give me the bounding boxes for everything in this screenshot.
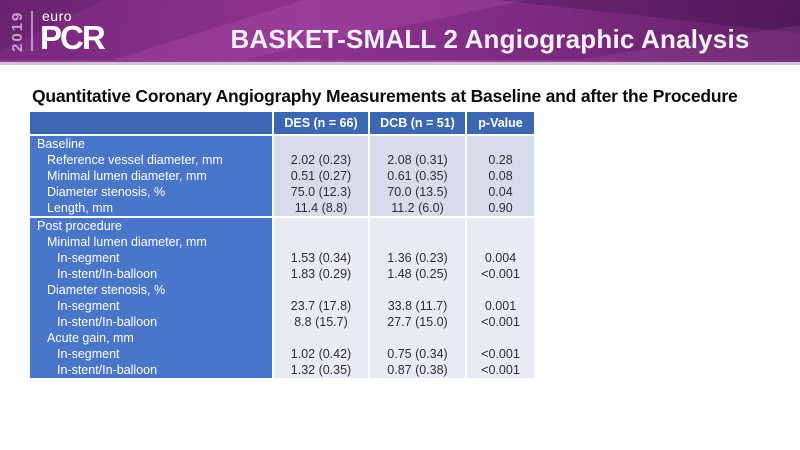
cell-value: 1.48 (0.25): [370, 266, 465, 282]
cell-value: [370, 330, 465, 346]
cell-value: [370, 282, 465, 298]
cell-value: 0.90: [467, 200, 534, 216]
europcr-logo: 2019 euro PCR: [9, 5, 106, 57]
logo-wordmark: euro PCR: [40, 7, 106, 56]
cell-value: 33.8 (11.7): [370, 298, 465, 314]
row-label: Acute gain, mm: [30, 330, 272, 346]
logo-pcr-text: PCR: [40, 18, 106, 56]
cell-value: [467, 234, 534, 250]
cell-value: 75.0 (12.3): [274, 184, 368, 200]
cell-value: <0.001: [467, 346, 534, 362]
row-label: In-segment: [30, 250, 272, 266]
row-label: In-stent/In-balloon: [30, 314, 272, 330]
logo-year-label: 2019: [9, 10, 26, 52]
cell-value: <0.001: [467, 362, 534, 378]
cell-value: [370, 136, 465, 152]
cell-value: 8.8 (15.7): [274, 314, 368, 330]
table-body: Baseline Reference vessel diameter, mm 2.0…: [30, 136, 536, 378]
banner-bottom-strip: [0, 60, 800, 62]
slide-subtitle: Quantitative Coronary Angiography Measur…: [32, 86, 738, 106]
cell-value: 70.0 (13.5): [370, 184, 465, 200]
table-row: Baseline: [30, 136, 536, 152]
cell-value: 2.02 (0.23): [274, 152, 368, 168]
cell-value: [274, 234, 368, 250]
row-label: Diameter stenosis, %: [30, 282, 272, 298]
table-row: Diameter stenosis, %: [30, 282, 536, 298]
table-row: In-segment 1.53 (0.34) 1.36 (0.23) 0.004: [30, 250, 536, 266]
table-row: In-segment 23.7 (17.8) 33.8 (11.7) 0.001: [30, 298, 536, 314]
header-cell-empty: [30, 112, 272, 134]
cell-value: 23.7 (17.8): [274, 298, 368, 314]
table-row: Post procedure: [30, 218, 536, 234]
row-label: Minimal lumen diameter, mm: [30, 168, 272, 184]
table-row: Length, mm 11.4 (8.8) 11.2 (6.0) 0.90: [30, 200, 536, 216]
row-label: In-stent/In-balloon: [30, 362, 272, 378]
table-header-row: DES (n = 66) DCB (n = 51) p-Value: [30, 112, 536, 134]
cell-value: <0.001: [467, 314, 534, 330]
cell-value: 0.75 (0.34): [370, 346, 465, 362]
logo-euro-text: euro: [42, 7, 73, 24]
cell-value: [370, 218, 465, 234]
cell-value: [370, 234, 465, 250]
slide-banner: 2019 euro PCR BASKET-SMALL 2 Angiographi…: [0, 0, 800, 60]
cell-value: [274, 218, 368, 234]
cell-value: [274, 136, 368, 152]
cell-value: [274, 330, 368, 346]
cell-value: 0.87 (0.38): [370, 362, 465, 378]
cell-value: 1.36 (0.23): [370, 250, 465, 266]
cell-value: 11.4 (8.8): [274, 200, 368, 216]
logo-divider: [31, 11, 33, 51]
cell-value: <0.001: [467, 266, 534, 282]
header-cell-pvalue: p-Value: [467, 112, 534, 134]
cell-value: [467, 330, 534, 346]
cell-value: 2.08 (0.31): [370, 152, 465, 168]
row-label: Diameter stenosis, %: [30, 184, 272, 200]
cell-value: 1.32 (0.35): [274, 362, 368, 378]
cell-value: 0.004: [467, 250, 534, 266]
table-row: Minimal lumen diameter, mm 0.51 (0.27) 0.6…: [30, 168, 536, 184]
table-row: In-stent/In-balloon 8.8 (15.7) 27.7 (15.0)…: [30, 314, 536, 330]
row-label: In-segment: [30, 346, 272, 362]
cell-value: 0.08: [467, 168, 534, 184]
row-label: Minimal lumen diameter, mm: [30, 234, 272, 250]
table-row: Acute gain, mm: [30, 330, 536, 346]
cell-value: 1.02 (0.42): [274, 346, 368, 362]
cell-value: 0.61 (0.35): [370, 168, 465, 184]
row-label: Post procedure: [30, 218, 272, 234]
row-label: Baseline: [30, 136, 272, 152]
cell-value: 0.001: [467, 298, 534, 314]
qca-table: DES (n = 66) DCB (n = 51) p-Value Baseli…: [30, 112, 536, 378]
table-row: Reference vessel diameter, mm 2.02 (0.23)…: [30, 152, 536, 168]
slide-title: BASKET-SMALL 2 Angiographic Analysis: [230, 24, 750, 54]
cell-value: 11.2 (6.0): [370, 200, 465, 216]
header-cell-dcb: DCB (n = 51): [370, 112, 465, 134]
row-label: Length, mm: [30, 200, 272, 216]
banner-bottom-highlight: [0, 62, 800, 65]
cell-value: [467, 136, 534, 152]
table-row: In-stent/In-balloon 1.83 (0.29) 1.48 (0.25…: [30, 266, 536, 282]
cell-value: 1.83 (0.29): [274, 266, 368, 282]
row-label: In-stent/In-balloon: [30, 266, 272, 282]
header-cell-des: DES (n = 66): [274, 112, 368, 134]
table-row: Diameter stenosis, % 75.0 (12.3) 70.0 (13.…: [30, 184, 536, 200]
cell-value: [274, 282, 368, 298]
cell-value: 0.04: [467, 184, 534, 200]
cell-value: 27.7 (15.0): [370, 314, 465, 330]
table-row: In-segment 1.02 (0.42) 0.75 (0.34) <0.001: [30, 346, 536, 362]
row-label: Reference vessel diameter, mm: [30, 152, 272, 168]
cell-value: [467, 218, 534, 234]
cell-value: 1.53 (0.34): [274, 250, 368, 266]
row-label: In-segment: [30, 298, 272, 314]
table-row: Minimal lumen diameter, mm: [30, 234, 536, 250]
cell-value: 0.51 (0.27): [274, 168, 368, 184]
table-row: In-stent/In-balloon 1.32 (0.35) 0.87 (0.38…: [30, 362, 536, 378]
cell-value: 0.28: [467, 152, 534, 168]
cell-value: [467, 282, 534, 298]
